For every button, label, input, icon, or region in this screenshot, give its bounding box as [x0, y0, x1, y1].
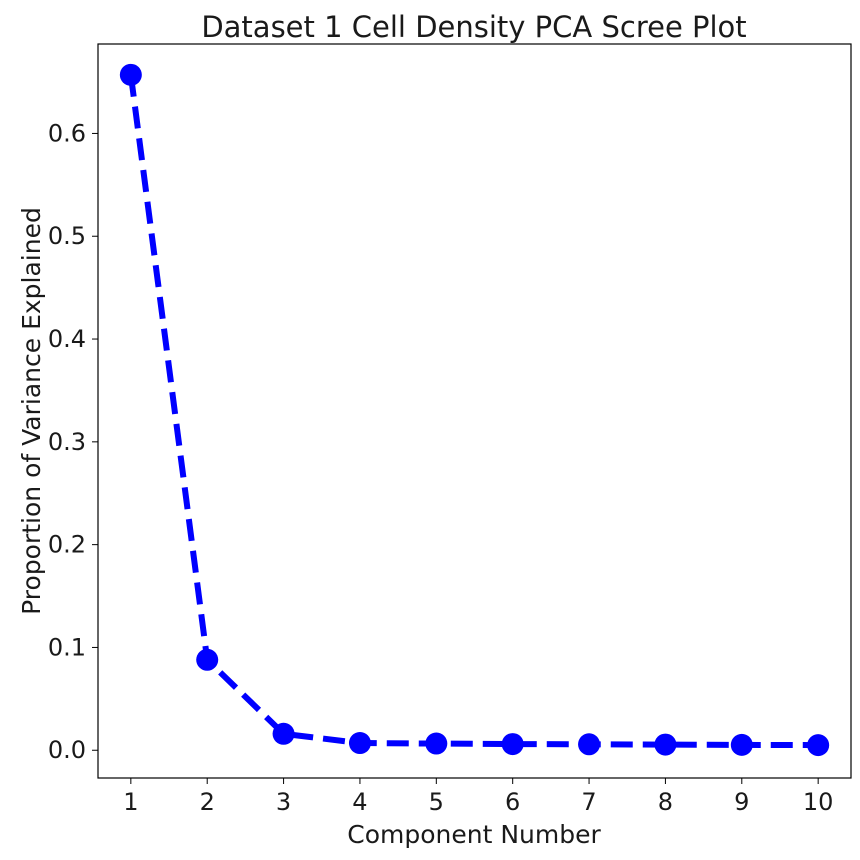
axes-frame [97, 43, 852, 779]
x-axis-label: Component Number [347, 820, 601, 849]
x-tick-label: 5 [429, 788, 444, 816]
y-tick-label: 0.2 [48, 531, 86, 559]
y-axis-label: Proportion of Variance Explained [17, 207, 46, 615]
data-point [272, 722, 295, 745]
data-point [196, 648, 219, 671]
x-tick-label: 4 [352, 788, 367, 816]
y-axis-ticks: 0.0 0.1 0.2 0.3 0.4 0.5 0.6 [48, 119, 98, 764]
y-tick-label: 0.5 [48, 222, 86, 250]
data-point [348, 732, 371, 755]
chart-title: Dataset 1 Cell Density PCA Scree Plot [201, 10, 746, 44]
x-tick-label: 10 [803, 788, 834, 816]
x-tick-label: 3 [276, 788, 291, 816]
y-tick-label: 0.4 [48, 325, 86, 353]
y-tick-label: 0.1 [48, 633, 86, 661]
y-tick-label: 0.6 [48, 119, 86, 147]
series-layer [119, 63, 830, 757]
x-tick-label: 7 [581, 788, 596, 816]
x-tick-label: 8 [658, 788, 673, 816]
data-point [119, 63, 142, 86]
data-point [654, 733, 677, 756]
data-point [501, 733, 524, 756]
x-tick-label: 6 [505, 788, 520, 816]
data-point [807, 734, 830, 757]
x-tick-label: 1 [123, 788, 138, 816]
plot-area: 1 2 3 4 5 6 7 8 9 10 0.0 0.1 0.2 0.3 0.4 0.5 0.6 [48, 43, 852, 816]
y-tick-label: 0.0 [48, 736, 86, 764]
x-axis-ticks: 1 2 3 4 5 6 7 8 9 10 [123, 778, 833, 816]
y-tick-label: 0.3 [48, 428, 86, 456]
data-point [730, 733, 753, 756]
series-line [127, 74, 819, 749]
data-point [425, 732, 448, 755]
x-tick-label: 9 [734, 788, 749, 816]
data-point [578, 733, 601, 756]
x-tick-label: 2 [200, 788, 215, 816]
